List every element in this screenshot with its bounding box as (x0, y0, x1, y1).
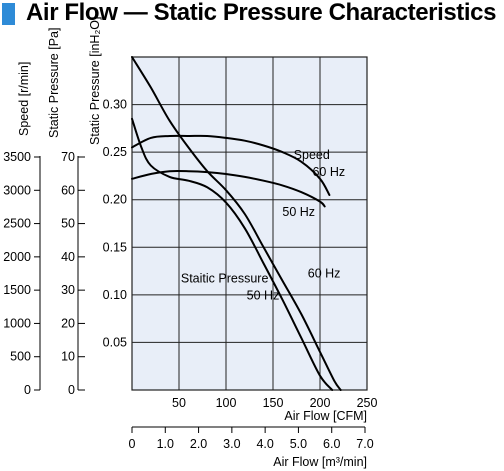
speed-tick-label: 2000 (3, 250, 31, 264)
annotation-label: 50 Hz (282, 205, 315, 219)
chart-header: Air Flow — Static Pressure Characteristi… (0, 0, 504, 30)
speed-tick-label: 2500 (3, 217, 31, 231)
m3-tick-label: 2.0 (190, 437, 207, 451)
speed-axis-title: Speed [r/min] (17, 62, 31, 136)
pascal-tick-label: 30 (61, 283, 75, 297)
chart-title: Air Flow — Static Pressure Characteristi… (26, 0, 497, 26)
pascal-tick-label: 40 (61, 250, 75, 264)
annotation-label: Speed (294, 148, 330, 162)
y-tick-label: 0.15 (103, 240, 127, 254)
speed-tick-label: 1000 (3, 316, 31, 330)
pascal-tick-label: 50 (61, 217, 75, 231)
pascal-tick-label: 0 (68, 383, 75, 397)
series (131, 56, 342, 391)
m3-tick-label: 1.0 (157, 437, 174, 451)
annotations: Speed 60 Hz 50 Hz Staitic Pressure 60 Hz 50 H… (181, 148, 345, 303)
title-marker (2, 3, 15, 25)
x-axis-title: Air Flow [CFM] (284, 409, 367, 423)
pascal-tick-label: 60 (61, 183, 75, 197)
plot-frame (131, 56, 368, 391)
pascal-axis-title: Static Pressure [Pa] (47, 28, 61, 138)
x-tick-label: 150 (263, 396, 284, 410)
speed-tick-label: 1500 (3, 283, 31, 297)
m3-axis-title: Air Flow [m³/min] (273, 455, 367, 469)
annotation-label: 60 Hz (308, 267, 341, 281)
y-tick-label: 0.10 (103, 288, 127, 302)
y-tick-label: 0.20 (103, 193, 127, 207)
speed-tick-label: 0 (24, 383, 31, 397)
m3-tick-label: 7.0 (356, 437, 373, 451)
x-tick-label: 50 (172, 396, 186, 410)
annotation-label: 60 Hz (312, 165, 345, 179)
annotation-label: Staitic Pressure (181, 271, 269, 285)
curve-spd60 (131, 134, 331, 196)
pascal-tick-label: 10 (61, 350, 75, 364)
curve-spd50 (131, 169, 326, 208)
secondary-x-axis: 0 1.0 2.0 3.0 4.0 5.0 6.0 7.0 Air Flow [m³/min] (129, 426, 374, 469)
inh2o-axis-title: Static Pressure [inH₂O] (88, 16, 102, 145)
speed-tick-label: 500 (10, 350, 31, 364)
y-tick-label: 0.25 (103, 145, 127, 159)
m3-tick-label: 4.0 (256, 437, 273, 451)
pascal-tick-label: 20 (61, 316, 75, 330)
grid (131, 56, 368, 391)
x-tick-label: 200 (310, 396, 331, 410)
curve-sp50 (131, 117, 334, 391)
left-axes: 0 0 500 10 1000 20 1500 30 2000 40 2500 50 3000 60 350… (3, 150, 85, 397)
m3-tick-label: 0 (129, 437, 136, 451)
m3-tick-label: 5.0 (290, 437, 307, 451)
annotation-label: 50 Hz (247, 289, 280, 303)
y-tick-label: 0.05 (103, 335, 127, 349)
y-tick-label: 0.30 (103, 98, 127, 112)
speed-tick-label: 3000 (3, 183, 31, 197)
x-tick-label: 100 (216, 396, 237, 410)
speed-tick-label: 3500 (3, 150, 31, 164)
m3-tick-label: 6.0 (323, 437, 340, 451)
m3-tick-label: 3.0 (223, 437, 240, 451)
x-tick-label: 250 (357, 396, 378, 410)
pascal-tick-label: 70 (61, 150, 75, 164)
curve-sp60 (131, 56, 342, 391)
